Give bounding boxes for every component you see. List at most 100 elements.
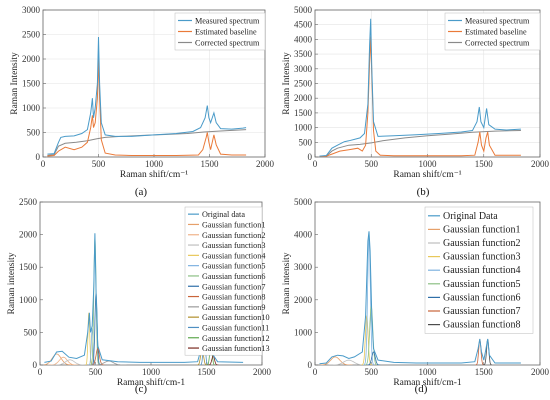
legend-entry: Gaussian function9 <box>202 303 265 312</box>
x-tick-label: 2000 <box>256 159 275 169</box>
x-tick-label: 1500 <box>475 159 494 169</box>
panel-label: (b) <box>417 186 430 198</box>
series-line <box>319 231 521 365</box>
series-line <box>47 36 247 155</box>
y-tick-label: 1000 <box>22 103 41 113</box>
series-line <box>47 129 247 156</box>
legend-entry: Gaussian function10 <box>202 313 270 322</box>
legend-entry: Estimated baseline <box>465 28 527 37</box>
y-tick-label: 1500 <box>22 79 41 89</box>
legend-box <box>424 206 534 334</box>
series-line <box>319 36 521 157</box>
legend-entry: Measured spectrum <box>465 17 530 26</box>
x-tick-label: 500 <box>89 367 103 377</box>
component-line <box>366 351 381 365</box>
legend-entry: Gaussian function4 <box>202 251 265 260</box>
x-tick-label: 500 <box>365 367 379 377</box>
component-line <box>319 356 353 365</box>
component-line <box>88 327 96 365</box>
panel-b: 0500100015002000250030003500400045005000… <box>282 5 550 198</box>
x-axis-label: Raman shift/cm-1 <box>393 377 462 388</box>
x-tick-label: 0 <box>313 159 318 169</box>
x-tick-label: 0 <box>313 367 318 377</box>
x-tick-label: 500 <box>365 159 379 169</box>
y-tick-label: 0 <box>33 360 38 370</box>
y-tick-label: 4000 <box>294 34 313 44</box>
y-tick-label: 1000 <box>19 295 38 305</box>
y-tick-label: 5000 <box>294 5 313 15</box>
legend-entry: Gaussian function8 <box>202 293 265 302</box>
series-line <box>319 18 521 157</box>
y-tick-label: 1500 <box>294 108 313 118</box>
y-tick-label: 3000 <box>22 5 41 15</box>
legend-entry: Gaussian function5 <box>443 279 521 290</box>
x-axis-label: Raman shift/cm⁻¹ <box>393 169 461 180</box>
legend-entry: Gaussian function1 <box>443 224 521 235</box>
y-tick-label: 2500 <box>22 30 41 40</box>
x-tick-label: 2000 <box>253 367 272 377</box>
component-line <box>91 348 105 365</box>
legend-entry: Gaussian function8 <box>443 320 521 331</box>
y-axis-label: Raman Intensity <box>10 52 20 115</box>
y-tick-label: 0 <box>36 152 41 162</box>
x-tick-label: 1500 <box>198 367 217 377</box>
y-tick-label: 2000 <box>294 295 313 305</box>
panel-label: (a) <box>135 186 148 198</box>
plot-area <box>47 36 247 157</box>
legend-entry: Gaussian function12 <box>202 334 270 343</box>
component-line <box>52 359 87 365</box>
panel-c: 0 500 1000 1500 2000 2500 0 500 1000 1500 2000 Rama… <box>7 197 272 395</box>
y-tick-label: 500 <box>299 137 313 147</box>
y-axis-label: Raman intensity <box>282 252 292 314</box>
component-line <box>44 353 74 365</box>
legend-entry: Gaussian function11 <box>202 323 269 332</box>
x-tick-label: 1000 <box>145 159 164 169</box>
component-line <box>85 312 93 365</box>
legend-entry: Estimated baseline <box>195 28 257 37</box>
y-tick-label: 0 <box>308 360 313 370</box>
series-line <box>319 130 521 157</box>
legend-entry: Gaussian function3 <box>202 241 265 250</box>
x-tick-label: 2000 <box>531 367 550 377</box>
x-tick-label: 500 <box>92 159 106 169</box>
y-tick-label: 3500 <box>294 49 313 59</box>
legend-entry: Gaussian function2 <box>202 231 265 240</box>
x-axis-label: Raman shift/cm-1 <box>117 377 186 388</box>
y-tick-label: 3000 <box>294 262 313 272</box>
plot-area <box>319 231 521 365</box>
legend-entry: Gaussian function6 <box>202 272 265 281</box>
series-line <box>47 56 247 157</box>
legend-entry: Gaussian function4 <box>443 265 521 276</box>
y-tick-label: 4000 <box>294 230 313 240</box>
legend-entry: Gaussian function5 <box>202 262 265 271</box>
y-tick-label: 5000 <box>294 197 313 207</box>
legend-entry: Gaussian function3 <box>443 252 521 263</box>
x-tick-label: 1000 <box>419 159 438 169</box>
legend-entry: Gaussian function7 <box>202 282 265 291</box>
legend-entry: Gaussian function2 <box>443 238 521 249</box>
legend-entry: Gaussian function13 <box>202 344 270 353</box>
y-tick-label: 2500 <box>294 79 313 89</box>
legend-entry: Gaussian function6 <box>443 292 521 303</box>
x-tick-label: 1500 <box>201 159 220 169</box>
y-axis-label: Raman intensity <box>7 252 17 314</box>
legend-entry: Corrected spectrum <box>195 39 260 48</box>
panel-a: 0 500 1000 1500 2000 2500 3000 0 500 1000 1500 2000… <box>10 5 275 198</box>
y-tick-label: 2500 <box>19 197 38 207</box>
y-tick-label: 2000 <box>22 54 41 64</box>
x-tick-label: 1500 <box>475 367 494 377</box>
legend-box <box>184 206 263 356</box>
legend-entry: Original Data <box>443 211 498 222</box>
x-tick-label: 0 <box>41 159 46 169</box>
x-axis-label: Raman shift/cm⁻¹ <box>120 169 188 180</box>
x-tick-label: 1000 <box>419 367 438 377</box>
y-tick-label: 0 <box>308 152 313 162</box>
panel-label: (c) <box>135 383 148 395</box>
legend-entry: Measured spectrum <box>195 17 260 26</box>
y-tick-label: 500 <box>27 128 41 138</box>
y-tick-label: 2000 <box>294 93 313 103</box>
panel-label: (d) <box>415 383 428 395</box>
legend-entry: Gaussian function1 <box>202 220 265 229</box>
